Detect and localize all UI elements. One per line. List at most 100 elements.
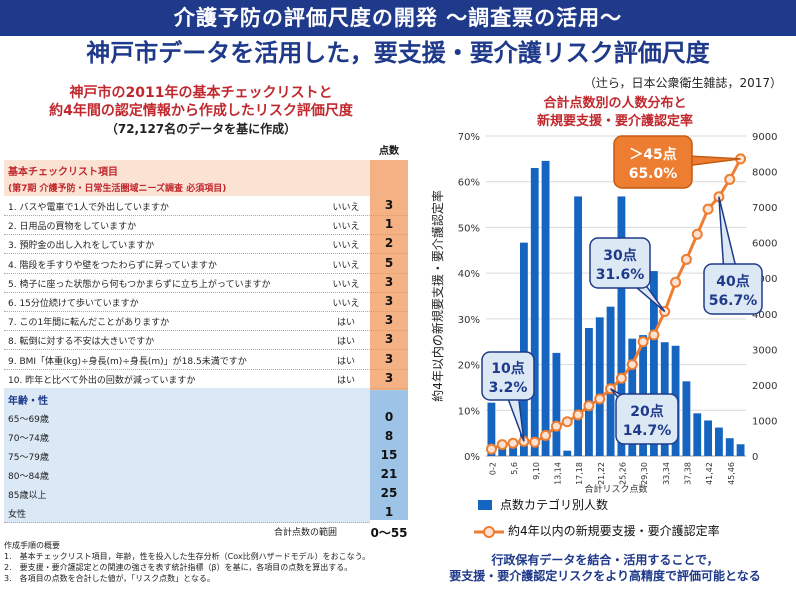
page-title: 神戸市データを活用した，要支援・要介護リスク評価尺度: [86, 39, 710, 67]
checklist-item-answer: いいえ: [332, 299, 360, 309]
demographic-score: 8: [384, 429, 394, 443]
checklist-item-answer: はい: [336, 356, 355, 367]
total-row: 合計点数の範囲 0〜55: [4, 522, 408, 540]
x-axis-tick-label: 21,22: [597, 462, 606, 485]
checklist-item-score: 3: [384, 198, 394, 212]
bar: [725, 438, 734, 456]
bar: [520, 242, 528, 456]
callout-value: 14.7%: [623, 423, 672, 439]
callout-value: 31.6%: [596, 267, 645, 283]
bar: [617, 196, 626, 456]
risk-distribution-chart: 0% 10% 20% 30% 40% 50% 60% 70% 0 1000 2000 3000 4000…: [430, 132, 777, 495]
checklist-item-answer: いいえ: [332, 203, 360, 213]
chart-heading-1: 合計点数別の人数分布と: [543, 96, 687, 111]
checklist-item-label: 2. 日用品の買物をしていますか: [8, 222, 137, 233]
legend-label-line: 約4年以内の新規要支援・要介護認定率: [508, 524, 720, 538]
rate-point: [724, 173, 736, 185]
table-row: 5. 椅子に座った状態から何もつかまらずに立ち上がっていますか いいえ 3: [4, 273, 408, 293]
right-axis-tick-label: 5000: [752, 274, 777, 285]
checklist-item-score: 3: [384, 313, 394, 328]
checklist-item-score: 1: [384, 217, 394, 232]
right-axis-tick-label: 4000: [752, 310, 777, 321]
x-axis-tick-label: 9,10: [532, 462, 541, 480]
x-axis-tick-label: 5,6: [510, 462, 519, 475]
callout-value: 56.7%: [709, 293, 758, 309]
table-row: 65〜69歳 0: [4, 408, 393, 428]
bar: [693, 413, 702, 456]
rate-point: [507, 437, 519, 449]
rate-point: [702, 203, 714, 215]
citation: （辻ら，日本公衆衛生雑誌，2017）: [583, 76, 782, 90]
callout-box: [613, 135, 693, 189]
section2-title-row: 年齢・性: [4, 388, 370, 408]
checklist-item-score: 3: [384, 332, 394, 347]
demographic-score: 21: [380, 467, 398, 481]
checklist-item-score: 3: [384, 274, 394, 289]
checklist-item-label: 5. 椅子に座った状態から何もつかまらずに立ち上がっていますか: [8, 279, 271, 290]
note-item: 3. 各項目の点数を合計した値が，「リスク点数」となる。: [4, 574, 215, 583]
demographic-score: 0: [384, 410, 394, 424]
section1-title-row: 基本チェックリスト項目: [4, 160, 370, 178]
callout-title: ＞45点: [629, 146, 676, 163]
legend-swatch-line: [474, 526, 504, 538]
checklist-item-label: 3. 預貯金の出し入れをしていますか: [8, 241, 155, 252]
total-value: 0〜55: [370, 526, 408, 540]
bar: [530, 168, 539, 456]
bar: [487, 402, 496, 456]
checklist-item-label: 8. 転倒に対する不安は大きいですか: [8, 337, 155, 348]
bar: [552, 352, 561, 456]
rate-point: [485, 443, 497, 455]
table-row: 7. この1年間に転んだことがありますか はい 3: [4, 311, 408, 332]
annotation-callout: 40点 56.7%: [703, 196, 763, 315]
right-axis-tick-label: 0: [752, 452, 758, 463]
x-axis-tick-label: 37,38: [683, 462, 692, 485]
checklist-item-answer: いいえ: [332, 241, 360, 252]
legend-label-bars: 点数カテゴリ別人数: [500, 498, 609, 512]
checklist-item-answer: はい: [336, 337, 355, 348]
callout-box: [615, 393, 679, 445]
demographic-label: 85歳以上: [8, 491, 47, 501]
bar: [736, 444, 745, 456]
x-axis-tick-label: 45,46: [727, 462, 736, 485]
checklist-item-label: 1. バスや電車で1人で外出していますか: [8, 203, 169, 213]
score-column-demographics: [370, 390, 408, 520]
right-axis-tick-label: 8000: [752, 168, 777, 179]
right-axis-tick-label: 2000: [752, 381, 777, 392]
chart-heading-2: 新規要支援・要介護認定率: [536, 114, 693, 129]
callout-title: 40点: [716, 273, 749, 290]
table-row: 9. BMI「体重(kg)÷身長(m)÷身長(m)」が18.5未満ですか はい 3: [4, 350, 408, 370]
table-row: 8. 転倒に対する不安は大きいですか はい 3: [4, 330, 408, 351]
demographic-label: 70〜74歳: [8, 434, 49, 444]
x-axis-tick-label: 0-2: [488, 462, 497, 475]
left-heading-2: 約4年間の認定情報から作成したリスク評価尺度: [49, 103, 353, 119]
checklist-item-answer: はい: [336, 375, 355, 386]
annotation-callout: ＞45点 65.0%: [613, 135, 741, 189]
demographic-score: 15: [380, 448, 398, 462]
callout-box: [481, 351, 535, 401]
rate-point: [626, 359, 638, 371]
rate-point: [691, 228, 703, 240]
x-axis-tick-label: 17,18: [575, 462, 584, 485]
section2-title: 年齢・性: [8, 396, 48, 407]
bar: [574, 196, 582, 456]
x-axis-tick-label: 29,30: [640, 462, 649, 485]
callout-box: [703, 263, 763, 315]
demographic-label: 女性: [8, 510, 27, 520]
annotation-callout: 10点 3.2%: [481, 351, 535, 442]
table-row: 3. 預貯金の出し入れをしていますか いいえ 2: [4, 234, 408, 255]
left-axis-tick-label: 30%: [458, 315, 480, 326]
left-axis-tick-label: 20%: [458, 361, 480, 372]
callout-title: 20点: [630, 403, 663, 420]
checklist-item-score: 2: [384, 236, 394, 251]
conclusion: 行政保有データを結合・活用することで， 要支援・要介護認定リスクをより高精度で評…: [420, 552, 790, 584]
notes-title: 作成手順の概要: [4, 541, 60, 550]
rate-point: [594, 393, 606, 405]
rate-point: [550, 420, 562, 432]
rate-point: [529, 436, 541, 448]
section1-title: 基本チェックリスト項目: [8, 167, 118, 178]
legend-item-bars: 点数カテゴリ別人数: [478, 496, 788, 514]
table-row: 10. 昨年と比べて外出の回数が減っていますか はい 3: [4, 369, 408, 389]
score-header: 点数: [379, 146, 399, 157]
rate-point: [583, 400, 595, 412]
demographic-score: 1: [384, 505, 394, 519]
